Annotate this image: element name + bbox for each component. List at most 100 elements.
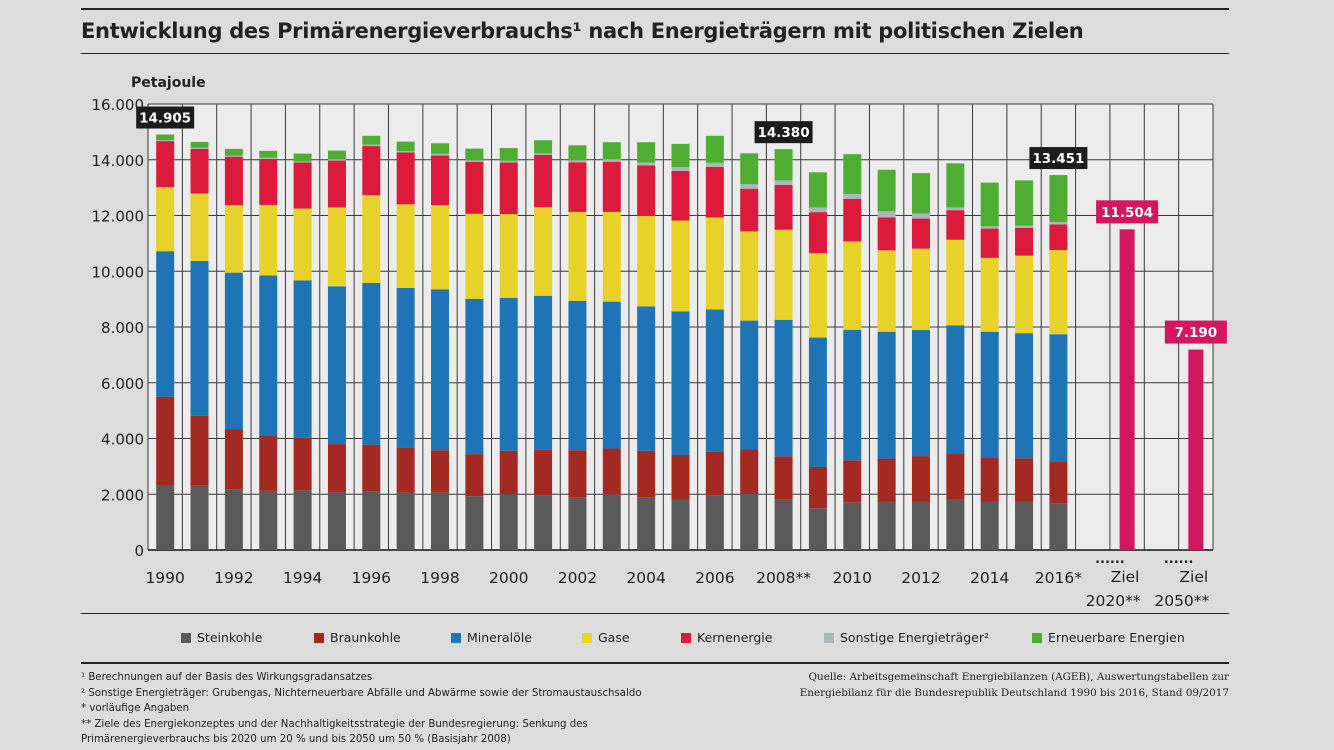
bar-segment	[156, 139, 175, 142]
bar-segment	[602, 494, 621, 550]
footnote-5: Primärenergieverbrauchs bis 2020 um 20 %…	[81, 734, 511, 745]
legend-item: Erneuerbare Energien	[1032, 630, 1185, 645]
bar-segment	[946, 210, 965, 240]
bar-segment	[396, 152, 415, 205]
bar-segment	[156, 187, 175, 252]
bar-segment	[465, 454, 484, 497]
bar-segment	[946, 325, 965, 454]
bar-segment	[877, 217, 896, 251]
bar-segment	[843, 194, 862, 199]
bar-segment	[1015, 227, 1034, 256]
bar-segment	[156, 396, 175, 486]
bar-segment	[1015, 255, 1034, 334]
bar-segment	[224, 156, 243, 206]
bar-segment	[774, 319, 793, 457]
legend: Steinkohle Braunkohle Mineralöle Gase Kernen…	[81, 630, 1229, 650]
bar-segment	[431, 143, 450, 154]
bar-segment	[259, 150, 278, 158]
bar-segment	[190, 415, 209, 486]
legend-swatch	[824, 632, 834, 643]
chart-title: Entwicklung des Primärenergieverbrauchs¹…	[81, 19, 1084, 43]
bar-segment	[396, 287, 415, 448]
legend-label: Braunkohle	[330, 630, 401, 645]
bar-segment	[808, 207, 827, 213]
bar-segment	[602, 448, 621, 495]
x-tick-label: 2012	[901, 569, 940, 587]
bar-segment	[224, 429, 243, 490]
bar-segment	[465, 496, 484, 550]
bar-segment	[1049, 224, 1068, 251]
bar-segment	[671, 220, 690, 312]
bar-segment	[980, 228, 999, 258]
bar-segment	[843, 154, 862, 195]
bar-segment	[1049, 175, 1068, 223]
bar-segment	[431, 492, 450, 550]
bar-segment	[224, 205, 243, 273]
chart-area: 0 2.000 4.000 6.000 8.000 10.000 12.000 14.000 1…	[92, 75, 1227, 610]
legend-swatch	[681, 632, 691, 643]
bar-segment	[499, 450, 518, 495]
bar-segment	[877, 211, 896, 218]
total-callout-label: 14.905	[139, 111, 191, 127]
bar-segment	[877, 331, 896, 459]
bar-segment	[499, 160, 518, 163]
bar-segment	[259, 157, 278, 159]
bar-segment	[327, 207, 346, 287]
bar-segment	[637, 497, 656, 550]
x-tick-label: 2002	[558, 569, 597, 587]
bar-segment	[362, 146, 381, 196]
bar-segment	[327, 160, 346, 208]
bar-segment	[224, 272, 243, 430]
bar-segment	[362, 135, 381, 145]
bar-segment	[946, 207, 965, 211]
y-axis-label: Petajoule	[131, 75, 206, 91]
x-tick-label: 1992	[214, 569, 253, 587]
bar-segment	[465, 148, 484, 161]
footnote-2: ² Sonstige Energieträger: Grubengas, Nic…	[81, 687, 642, 699]
total-callout-box	[754, 121, 813, 144]
bar-segment	[568, 497, 587, 550]
bar-segment	[534, 495, 553, 550]
x-tick-label: 1998	[420, 569, 459, 587]
bar-segment	[293, 161, 312, 163]
legend-bottom-rule	[81, 662, 1229, 664]
bar-segment	[465, 160, 484, 162]
bar-segment	[534, 140, 553, 154]
legend-item: Sonstige Energieträger²	[824, 630, 989, 645]
bar-segment	[362, 491, 381, 550]
target-bar	[1119, 229, 1135, 551]
target-label-line2: 2020**	[1086, 592, 1141, 610]
legend-label: Sonstige Energieträger²	[840, 630, 989, 645]
bar-segment	[774, 456, 793, 500]
bar-segment	[602, 301, 621, 449]
bar-segment	[637, 216, 656, 307]
bar-segment	[293, 490, 312, 550]
bar-segment	[843, 198, 862, 242]
bar-segment	[396, 151, 415, 153]
bar-segment	[499, 162, 518, 215]
bar-segment	[499, 214, 518, 299]
total-callout-label: 14.380	[758, 125, 810, 141]
title-rule	[81, 53, 1229, 54]
bar-segment	[224, 148, 243, 156]
bar-segment	[705, 166, 724, 218]
x-tick-label: 1990	[145, 569, 184, 587]
footnote-3: * vorläufige Angaben	[81, 703, 190, 714]
bar-segment	[396, 141, 415, 152]
bar-segment	[431, 155, 450, 206]
bar-segment	[740, 493, 759, 550]
bar-segment	[671, 170, 690, 221]
bar-segment	[774, 180, 793, 185]
bar-segment	[637, 165, 656, 217]
bar-segment	[568, 450, 587, 498]
bar-segment	[671, 143, 690, 167]
y-tick-label: 12.000	[92, 208, 145, 226]
bar-segment	[190, 260, 209, 416]
bar-segment	[431, 205, 450, 290]
bar-segment	[499, 494, 518, 550]
source-line-1: Quelle: Arbeitsgemeinschaft Energiebilan…	[808, 671, 1229, 683]
bar-segment	[705, 217, 724, 310]
bar-segment	[911, 218, 930, 249]
y-tick-label: 0	[134, 542, 144, 560]
bar-segment	[499, 298, 518, 451]
